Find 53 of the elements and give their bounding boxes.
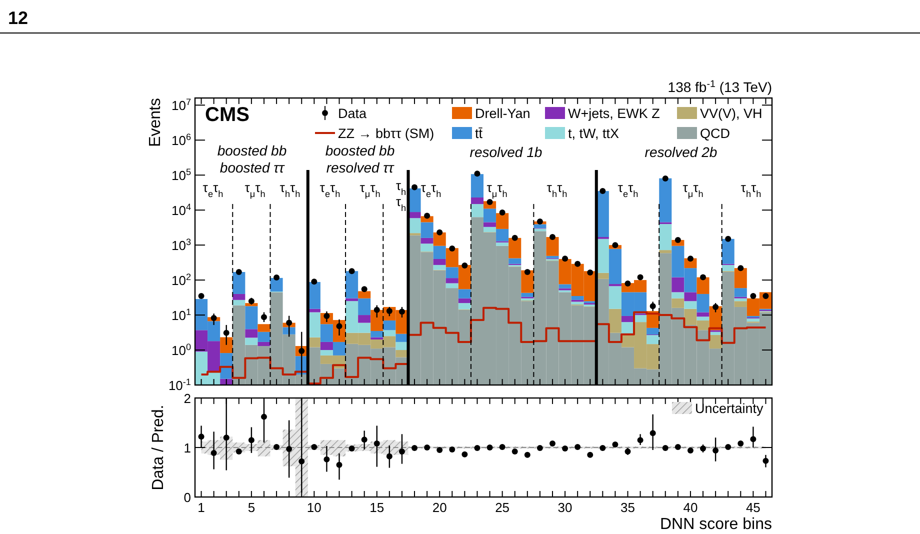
annotation: boosted bb resolved ττ [325,142,395,176]
x-axis-title: DNN score bins [660,516,772,533]
y-tick-label: 10$^{-1}$ [168,377,191,393]
x-tick-label: 20 [432,500,447,515]
x-tick-label: 45 [746,500,760,515]
legend-label: W+jets, EWK Z [568,106,660,121]
x-tick-label: 1 [198,500,205,515]
legend-label: VV(V), VH [700,106,762,121]
annotation: resolved 2b [644,144,718,160]
x-tick-label: 5 [248,500,256,515]
annotation: τ$_{h}$τ$_{h}$ [546,180,568,199]
text: 138 fb$^{-1}$ (13 TeV) [668,78,772,95]
annotation: τ$_{μ}$τ$_{h}$ [360,180,380,199]
x-tick-label: 15 [370,500,384,515]
legend-label: tt̄ [475,126,483,141]
x-tick-label: 25 [495,500,510,515]
x-tick-label: 30 [558,500,572,515]
y-tick-label: 0 [184,490,191,505]
annotation: CMS [205,104,250,126]
x-tick-label: 35 [620,500,635,515]
annotation: τ$_{h}$τ$_{h}$ [740,180,762,199]
text: 12 [8,8,28,28]
y-tick-label: 10$^{1}$ [171,307,191,324]
annotation: τ$_{h}$ τ$_{h}$ [396,178,406,213]
annotation: τ$_{μ}$τ$_{h}$ [682,180,704,199]
annotation: τ$_{e}$τ$_{h}$ [202,180,224,199]
y-tick-label: 2 [184,391,191,406]
legend-label: t, tW, ttX [568,126,620,141]
y-tick-label: 10$^{7}$ [171,97,191,114]
annotation: τ$_{e}$τ$_{h}$ [618,180,638,199]
y-tick-label: 10$^{4}$ [171,202,191,218]
y-axis-title: Events [147,98,164,147]
legend-label: Drell-Yan [475,106,530,121]
annotation: τ$_{e}$τ$_{h}$ [420,180,442,199]
legend-label: Data [338,106,368,121]
text: Uncertainty [695,401,764,416]
y-tick-label: 10$^{0}$ [171,342,191,358]
annotation: τ$_{μ}$τ$_{h}$ [244,180,266,199]
y-tick-label: 10$^{3}$ [171,237,191,254]
annotation: boosted bb boosted ττ [217,142,287,176]
y-tick-label: 10$^{5}$ [171,167,191,184]
x-tick-label: 10 [306,500,322,515]
x-tick-label: 40 [683,500,698,515]
annotation: τ$_{h}$τ$_{h}$ [280,180,300,199]
y-tick-label: 10$^{2}$ [171,272,191,288]
y-tick-label: 1 [184,440,191,456]
legend-label: ZZ → bbττ (SM) [338,126,434,141]
legend-label: QCD [700,126,730,141]
y-tick-label: 10$^{6}$ [171,132,191,148]
annotation: resolved 1b [470,144,542,160]
annotation: τ$_{μ}$τ$_{h}$ [486,180,508,199]
y-axis-title: Data / Pred. [150,404,167,490]
annotation: τ$_{e}$τ$_{h}$ [320,180,340,199]
